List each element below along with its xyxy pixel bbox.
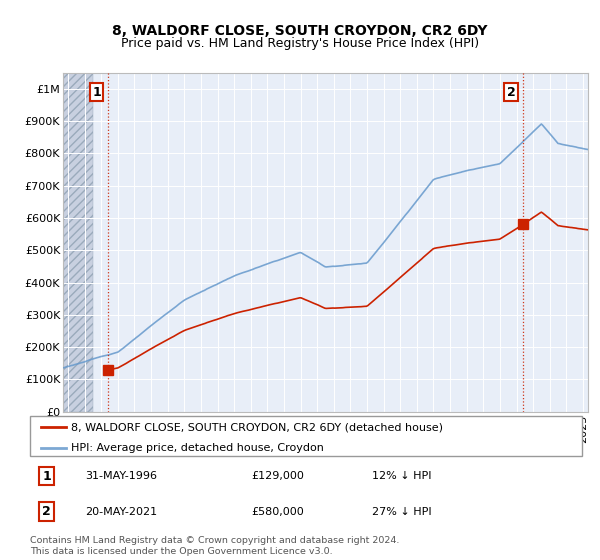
Text: HPI: Average price, detached house, Croydon: HPI: Average price, detached house, Croy… xyxy=(71,442,324,452)
Text: 31-MAY-1996: 31-MAY-1996 xyxy=(85,471,157,481)
Text: 1: 1 xyxy=(42,469,51,483)
Text: 2: 2 xyxy=(42,505,51,518)
Text: 1: 1 xyxy=(92,86,101,99)
Text: £129,000: £129,000 xyxy=(251,471,304,481)
Text: Price paid vs. HM Land Registry's House Price Index (HPI): Price paid vs. HM Land Registry's House … xyxy=(121,37,479,50)
Text: £580,000: £580,000 xyxy=(251,507,304,517)
Text: 2: 2 xyxy=(507,86,515,99)
Text: 8, WALDORF CLOSE, SOUTH CROYDON, CR2 6DY: 8, WALDORF CLOSE, SOUTH CROYDON, CR2 6DY xyxy=(112,24,488,38)
Text: Contains HM Land Registry data © Crown copyright and database right 2024.
This d: Contains HM Land Registry data © Crown c… xyxy=(30,536,400,556)
Text: 8, WALDORF CLOSE, SOUTH CROYDON, CR2 6DY (detached house): 8, WALDORF CLOSE, SOUTH CROYDON, CR2 6DY… xyxy=(71,422,443,432)
Bar xyxy=(63,73,93,412)
Text: 27% ↓ HPI: 27% ↓ HPI xyxy=(372,507,432,517)
Text: 12% ↓ HPI: 12% ↓ HPI xyxy=(372,471,432,481)
Bar xyxy=(63,73,93,412)
Text: 20-MAY-2021: 20-MAY-2021 xyxy=(85,507,157,517)
